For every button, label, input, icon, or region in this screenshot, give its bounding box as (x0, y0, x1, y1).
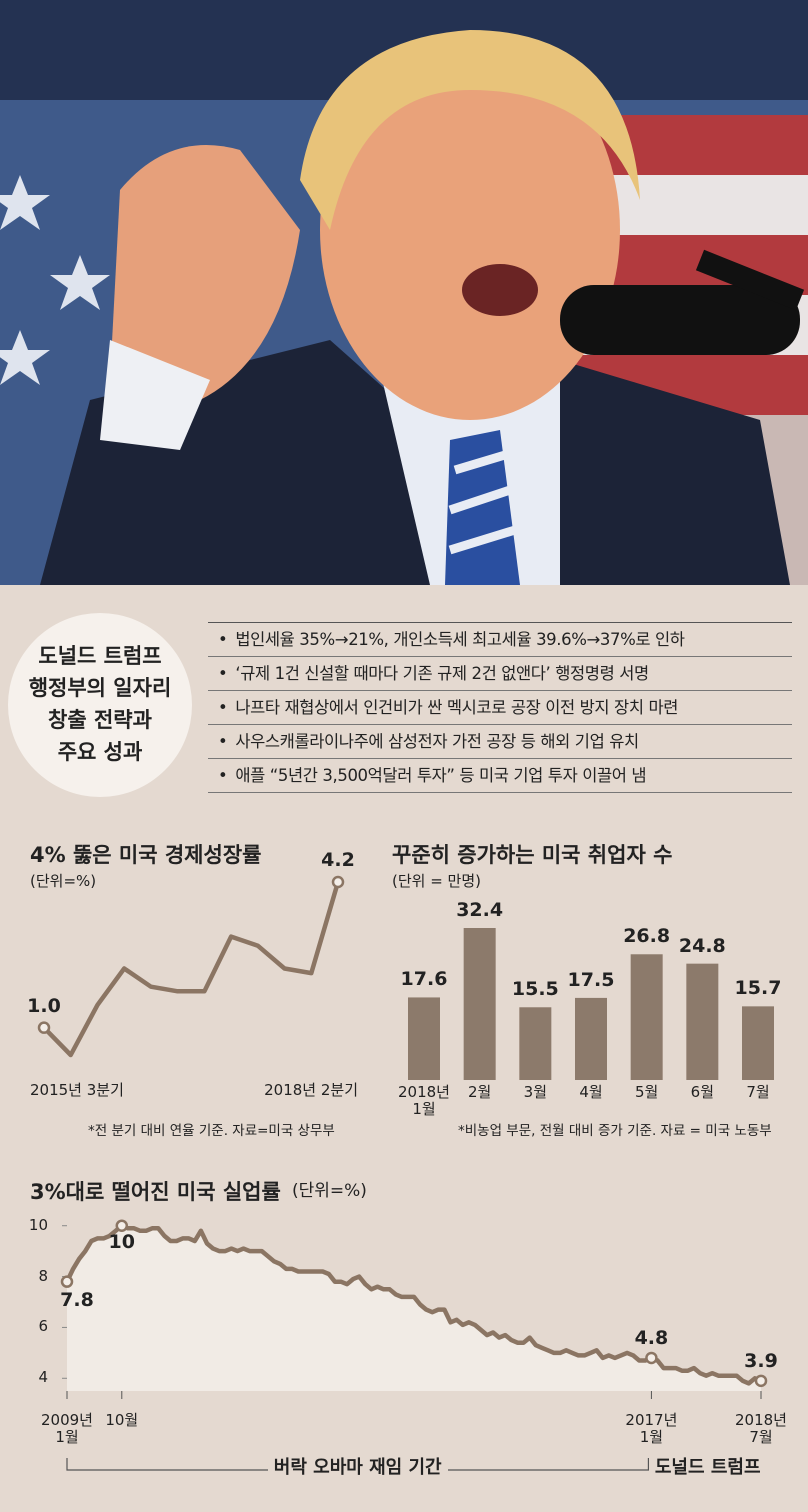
value-label: 26.8 (623, 925, 671, 948)
point (331, 875, 345, 889)
chart-subtitle: (단위 = 만명) (392, 872, 482, 890)
value-label: 4.2 (321, 849, 355, 871)
value-label: 15.5 (511, 978, 559, 1001)
bar (519, 1007, 552, 1080)
point (754, 1374, 768, 1388)
header-title: 도널드 트럼프 행정부의 일자리 창출 전략과 주요 성과 (28, 644, 172, 764)
chart-subtitle: (단위=%) (30, 872, 97, 890)
x-tick-label: 2009년 1월 (41, 1411, 93, 1447)
x-tick-label: 2018년 7월 (735, 1411, 787, 1447)
value-label: 10 (108, 1230, 135, 1253)
value-label: 7.8 (60, 1288, 94, 1311)
chart-subtitle: (단위=%) (292, 1181, 367, 1201)
chart-title: 4% 뚫은 미국 경제성장률 (30, 843, 262, 867)
bullet-item: ‘규제 1건 신설할 때마다 기존 규제 2건 없앤다’ 행정명령 서명 (208, 657, 792, 691)
chart-note: *비농업 부문, 전월 대비 증가 기준. 자료 = 미국 노동부 (458, 1123, 772, 1139)
period-label: 버락 오바마 재임 기간 (248, 1457, 468, 1479)
chart-note: *전 분기 대비 연율 기준. 자료=미국 상무부 (88, 1123, 335, 1139)
x-tick-label: 10월 (105, 1411, 139, 1429)
point (645, 1351, 658, 1365)
bar (575, 997, 607, 1080)
bar (742, 1006, 774, 1080)
value-label: 3.9 (744, 1349, 778, 1372)
bullet-item: 애플 “5년간 3,500억달러 투자” 등 미국 기업 투자 이끌어 냄 (208, 759, 792, 793)
title-circle (8, 613, 192, 797)
bullet-item: 사우스캐롤라이나주에 삼성전자 가전 공장 등 해외 기업 유치 (208, 725, 792, 759)
x-tick-label: 2018년 1월 (398, 1083, 450, 1119)
value-label: 24.8 (678, 934, 726, 957)
x-tick-label: 5월 (634, 1083, 659, 1101)
value-label: 32.4 (456, 899, 504, 921)
point (37, 1021, 51, 1034)
point (115, 1219, 129, 1232)
chart-title: 3%대로 떨어진 미국 실업률 (30, 1180, 281, 1204)
bullet-item: 나프타 재협상에서 인건비가 싼 멕시코로 공장 이전 방지 장치 마련 (208, 691, 792, 725)
value-label: 17.5 (567, 968, 615, 991)
photo (0, 0, 808, 585)
y-tick-label: 6 (38, 1317, 48, 1336)
y-tick-label: 4 (38, 1368, 48, 1387)
area (67, 1225, 761, 1391)
y-tick-label: 8 (38, 1266, 48, 1285)
value-label: 4.8 (634, 1326, 669, 1349)
x-tick-label: 2월 (467, 1083, 492, 1101)
x-tick-label: 2015년 3분기 (30, 1081, 124, 1099)
value-label: 1.0 (27, 994, 61, 1017)
period-label: 도널드 트럼프 (598, 1457, 808, 1479)
x-tick-label: 6월 (690, 1083, 714, 1101)
point (60, 1275, 74, 1288)
line (42, 881, 341, 1058)
y-tick-label: 10 (28, 1215, 48, 1234)
x-tick-label: 7월 (746, 1083, 770, 1101)
line (64, 1223, 762, 1386)
bar (463, 928, 496, 1080)
chart-title: 꾸준히 증가하는 미국 취업자 수 (392, 843, 673, 867)
bullet-list: 법인세율 35%→21%, 개인소득세 최고세율 39.6%→37%로 인하‘규… (208, 622, 792, 793)
bullet-item: 법인세율 35%→21%, 개인소득세 최고세율 39.6%→37%로 인하 (208, 623, 792, 657)
bar (408, 997, 440, 1080)
bar (630, 954, 663, 1080)
value-label: 15.7 (734, 977, 782, 1000)
x-tick-label: 4월 (579, 1083, 603, 1101)
bar (686, 963, 719, 1080)
x-tick-label: 2018년 2분기 (264, 1081, 358, 1099)
value-label: 17.6 (400, 968, 448, 991)
x-tick-label: 2017년 1월 (625, 1411, 678, 1447)
x-tick-label: 3월 (523, 1083, 547, 1101)
